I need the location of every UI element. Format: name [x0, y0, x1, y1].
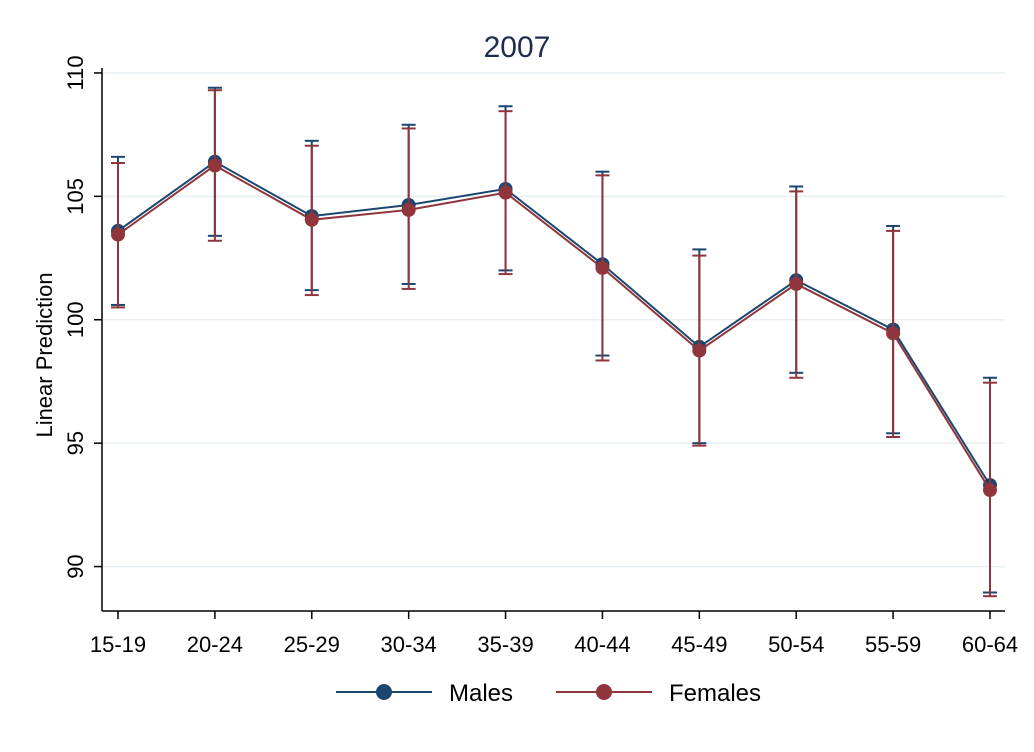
x-tick-label: 55-59 [865, 632, 921, 657]
x-tick-label: 50-54 [768, 632, 824, 657]
x-tick-label: 60-64 [962, 632, 1018, 657]
data-point-females [595, 260, 610, 275]
data-point-females [498, 185, 513, 200]
y-tick-label: 90 [63, 554, 88, 578]
x-tick-label: 40-44 [574, 632, 630, 657]
x-tick-label: 30-34 [381, 632, 437, 657]
x-tick-label: 15-19 [90, 632, 146, 657]
data-point-females [692, 343, 707, 358]
series-line-males [117, 160, 991, 486]
legend-label-females: Females [669, 680, 761, 707]
series-males [111, 86, 997, 594]
series-females [111, 89, 997, 598]
y-tick-label: 95 [63, 431, 88, 455]
x-tick-label: 20-24 [187, 632, 243, 657]
x-tick-label: 35-39 [477, 632, 533, 657]
data-point-females [789, 276, 804, 291]
legend-item-females: Females [556, 680, 761, 707]
grid-lines [102, 72, 1005, 568]
data-point-females [207, 158, 222, 173]
series-marks [111, 86, 997, 598]
x-tick-label: 25-29 [284, 632, 340, 657]
y-tick-label: 100 [63, 301, 88, 338]
legend-marker-females [596, 684, 612, 700]
series-line-females [117, 164, 991, 491]
y-tick-label: 110 [63, 55, 88, 90]
y-axis-title: Linear Prediction [32, 272, 57, 437]
x-tick-label: 45-49 [671, 632, 727, 657]
axes [101, 68, 1005, 612]
legend: Males Females [336, 680, 761, 707]
data-point-females [401, 202, 416, 217]
y-ticks: 90 95 100 105 110 [63, 55, 102, 579]
data-point-females [304, 212, 319, 227]
data-point-females [983, 483, 997, 498]
data-point-females [886, 326, 901, 341]
x-ticks: 15-19 20-24 25-29 30-34 35-39 40-44 45-49 50-54… [90, 611, 1018, 657]
legend-label-males: Males [449, 680, 513, 707]
data-point-females [111, 227, 125, 242]
chart-title: 2007 [484, 31, 551, 64]
legend-item-males: Males [336, 680, 513, 707]
legend-marker-males [376, 684, 392, 700]
y-tick-label: 105 [63, 178, 88, 215]
